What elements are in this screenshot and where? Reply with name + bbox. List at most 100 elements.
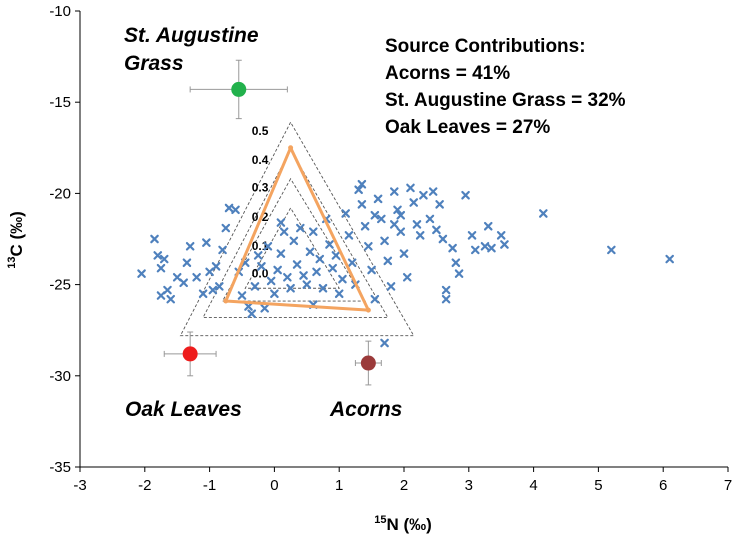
consumer-point xyxy=(292,260,302,269)
consumer-point xyxy=(454,269,464,278)
consumer-point xyxy=(299,271,308,280)
consumer-point xyxy=(539,209,548,218)
x-tick-label: 6 xyxy=(659,477,667,494)
consumer-point xyxy=(435,200,444,209)
consumer-point xyxy=(665,254,674,264)
x-axis-title-sup: 15 xyxy=(374,514,386,526)
consumer-point xyxy=(302,280,312,289)
consumer-point xyxy=(179,278,188,288)
consumer-point xyxy=(231,205,240,215)
x-tick-label: 4 xyxy=(529,477,537,494)
consumer-point xyxy=(137,269,146,278)
contour-triangle xyxy=(202,148,389,318)
consumer-point xyxy=(237,291,247,300)
consumer-point xyxy=(260,304,269,313)
consumer-point xyxy=(373,194,383,204)
consumer-point xyxy=(224,203,234,213)
x-tick-label: 5 xyxy=(594,477,602,494)
info-line-acorns: Acorns = 41% xyxy=(385,63,510,84)
consumer-point xyxy=(357,179,367,189)
consumer-point xyxy=(354,185,363,195)
consumer-point xyxy=(266,276,276,286)
consumer-point xyxy=(218,245,227,255)
consumer-point xyxy=(296,223,305,233)
consumer-point xyxy=(215,282,224,291)
consumer-point xyxy=(438,234,448,244)
consumer-point xyxy=(500,240,509,249)
mixing-polygon xyxy=(223,145,371,313)
mixing-vertex xyxy=(288,145,294,151)
y-tick-label: -35 xyxy=(49,459,71,476)
consumer-point xyxy=(308,227,318,237)
x-tick-label: 2 xyxy=(400,477,408,494)
consumer-point xyxy=(357,200,367,209)
consumer-point xyxy=(276,249,286,258)
consumer-point xyxy=(419,190,428,200)
consumer-point xyxy=(286,283,295,293)
contour-triangle xyxy=(244,207,340,289)
consumer-point xyxy=(496,231,506,240)
consumer-point xyxy=(257,262,266,271)
consumer-point xyxy=(221,223,231,233)
y-tick-label: -15 xyxy=(49,94,71,111)
info-line-grass: St. Augustine Grass = 32% xyxy=(385,90,626,111)
consumer-point xyxy=(396,210,406,220)
consumer-point xyxy=(331,251,341,260)
consumer-point xyxy=(185,241,195,251)
consumer-point xyxy=(360,221,370,231)
consumer-point xyxy=(289,236,299,246)
y-tick-label: -20 xyxy=(49,185,71,202)
consumer-point xyxy=(325,240,334,249)
consumer-point xyxy=(247,309,257,319)
source-point xyxy=(182,346,198,362)
consumer-point xyxy=(402,273,412,282)
consumer-point xyxy=(334,289,344,299)
axes: -10-15-20-25-30-35-3 -2 -1 0 1 2 3 4 5 6 7 xyxy=(49,3,732,494)
consumer-point xyxy=(406,183,415,193)
consumer-point xyxy=(441,285,451,295)
consumer-point xyxy=(383,256,393,266)
info-line-oak: Oak Leaves = 27% xyxy=(385,117,550,138)
source-point xyxy=(360,355,376,371)
consumer-point xyxy=(276,218,286,227)
consumer-points xyxy=(137,179,674,348)
info-title: Source Contributions: xyxy=(385,36,586,57)
y-tick-label: -10 xyxy=(49,3,71,20)
consumer-point xyxy=(328,263,338,273)
consumer-point xyxy=(607,245,616,255)
consumer-point xyxy=(150,234,159,244)
mixing-triangle xyxy=(224,146,370,312)
consumer-point xyxy=(283,273,292,282)
consumer-point xyxy=(389,220,399,229)
x-axis-title-text: N (‰) xyxy=(386,515,431,534)
consumer-point xyxy=(341,209,350,218)
consumer-point xyxy=(380,338,389,348)
contour-label: 0.5 xyxy=(252,124,269,138)
consumer-point xyxy=(250,282,260,291)
consumer-point xyxy=(364,241,373,251)
consumer-point xyxy=(412,220,422,229)
x-tick-label: -1 xyxy=(203,477,216,494)
source-label: Grass xyxy=(124,52,184,75)
consumer-point xyxy=(270,289,279,299)
consumer-point xyxy=(386,282,396,291)
x-tick-label: 1 xyxy=(335,477,343,494)
consumer-point xyxy=(253,251,263,260)
consumer-point xyxy=(159,254,169,264)
consumer-point xyxy=(393,205,402,215)
consumer-point xyxy=(163,285,172,295)
source-points xyxy=(163,59,382,386)
consumer-point xyxy=(370,294,380,304)
consumer-point xyxy=(344,231,354,240)
consumer-point xyxy=(166,294,176,304)
y-axis-title-text: C (‰) xyxy=(7,211,26,256)
consumer-point xyxy=(399,249,409,258)
source-contributions-box: Source Contributions: Acorns = 41% St. A… xyxy=(385,36,626,138)
consumer-point xyxy=(409,198,419,207)
consumer-point xyxy=(273,265,282,275)
consumer-point xyxy=(451,258,461,268)
consumer-point xyxy=(279,227,289,237)
consumer-point xyxy=(244,302,253,311)
mixing-vertex xyxy=(365,307,371,313)
